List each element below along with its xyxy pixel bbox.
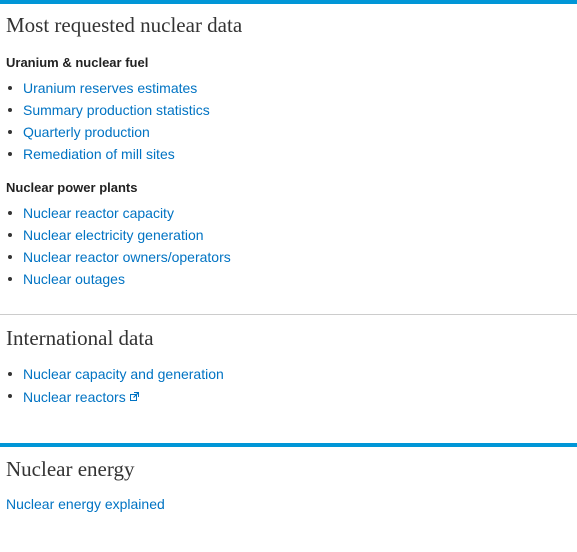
international-link-list: Nuclear capacity and generation Nuclear … bbox=[0, 363, 224, 407]
list-item: Summary production statistics bbox=[0, 99, 210, 121]
section-divider bbox=[0, 314, 577, 315]
international-data-heading: International data bbox=[6, 326, 154, 350]
bullet-icon bbox=[8, 86, 12, 90]
list-item: Uranium reserves estimates bbox=[0, 77, 210, 99]
power-plants-link-list: Nuclear reactor capacity Nuclear electri… bbox=[0, 202, 231, 290]
most-requested-heading: Most requested nuclear data bbox=[6, 13, 243, 37]
section-top-rule bbox=[0, 443, 577, 447]
power-plants-subheading: Nuclear power plants bbox=[6, 180, 138, 195]
bullet-icon bbox=[8, 255, 12, 259]
bullet-icon bbox=[8, 211, 12, 215]
remediation-mill-sites-link[interactable]: Remediation of mill sites bbox=[23, 146, 175, 162]
reactor-capacity-link[interactable]: Nuclear reactor capacity bbox=[23, 205, 174, 221]
nuclear-energy-explained-link[interactable]: Nuclear energy explained bbox=[6, 496, 165, 512]
list-item: Nuclear reactors bbox=[0, 385, 224, 407]
nuclear-reactors-link[interactable]: Nuclear reactors bbox=[23, 389, 126, 405]
list-item: Nuclear capacity and generation bbox=[0, 363, 224, 385]
bullet-icon bbox=[8, 130, 12, 134]
bullet-icon bbox=[8, 152, 12, 156]
quarterly-production-link[interactable]: Quarterly production bbox=[23, 124, 150, 140]
list-item: Remediation of mill sites bbox=[0, 143, 210, 165]
nuclear-energy-heading: Nuclear energy bbox=[6, 457, 135, 481]
bullet-icon bbox=[8, 394, 12, 398]
list-item: Nuclear reactor owners/operators bbox=[0, 246, 231, 268]
uranium-fuel-link-list: Uranium reserves estimates Summary produ… bbox=[0, 77, 210, 165]
electricity-generation-link[interactable]: Nuclear electricity generation bbox=[23, 227, 204, 243]
bullet-icon bbox=[8, 277, 12, 281]
uranium-fuel-subheading: Uranium & nuclear fuel bbox=[6, 55, 149, 70]
section-top-rule bbox=[0, 0, 577, 4]
external-link-icon[interactable] bbox=[129, 385, 139, 407]
list-item: Nuclear electricity generation bbox=[0, 224, 231, 246]
list-item: Nuclear outages bbox=[0, 268, 231, 290]
list-item: Quarterly production bbox=[0, 121, 210, 143]
bullet-icon bbox=[8, 372, 12, 376]
summary-production-link[interactable]: Summary production statistics bbox=[23, 102, 210, 118]
list-item: Nuclear reactor capacity bbox=[0, 202, 231, 224]
reactor-owners-operators-link[interactable]: Nuclear reactor owners/operators bbox=[23, 249, 231, 265]
bullet-icon bbox=[8, 108, 12, 112]
bullet-icon bbox=[8, 233, 12, 237]
uranium-reserves-link[interactable]: Uranium reserves estimates bbox=[23, 80, 198, 96]
capacity-and-generation-link[interactable]: Nuclear capacity and generation bbox=[23, 366, 224, 382]
nuclear-outages-link[interactable]: Nuclear outages bbox=[23, 271, 125, 287]
